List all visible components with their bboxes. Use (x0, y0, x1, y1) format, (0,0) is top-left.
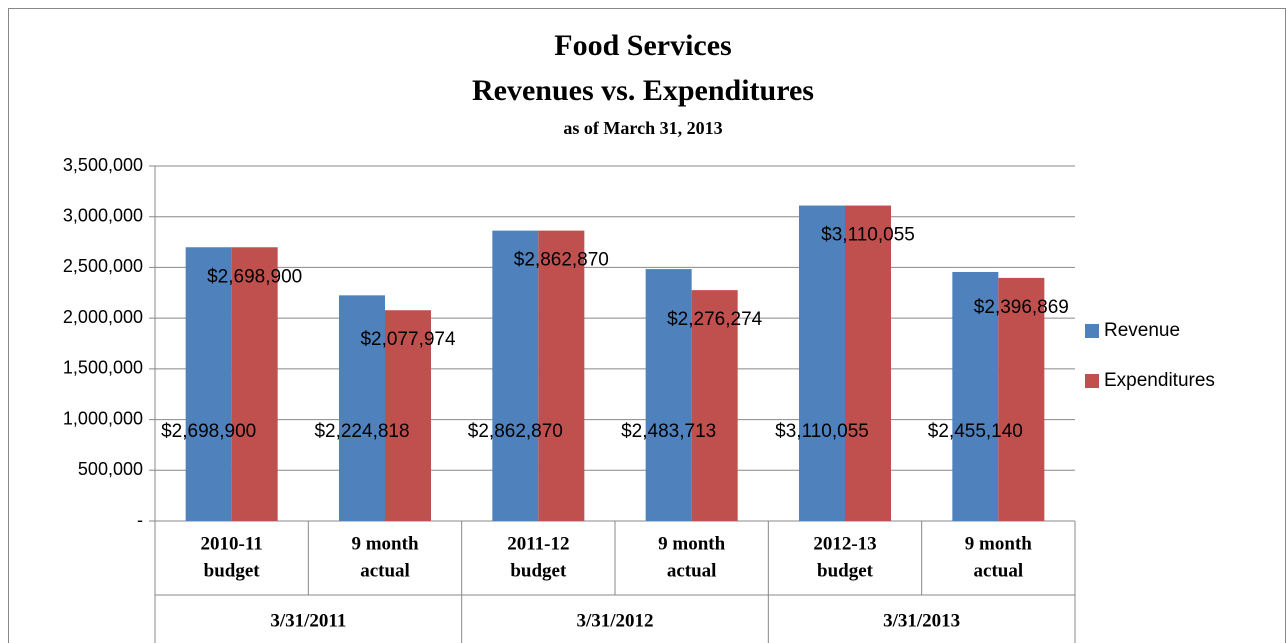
x-tick-label: actual (360, 560, 410, 581)
data-label: $2,483,713 (621, 421, 716, 442)
x-tick-label: actual (974, 560, 1024, 581)
bar (339, 295, 385, 521)
data-label: $2,455,140 (928, 421, 1023, 442)
group-label: 3/31/2011 (270, 610, 346, 631)
bar (185, 247, 232, 521)
bar (385, 310, 431, 521)
x-tick-label: 9 month (965, 533, 1032, 554)
data-label: $2,224,818 (314, 421, 409, 442)
legend-label: Revenue (1104, 320, 1180, 341)
data-label: $2,698,900 (207, 266, 302, 287)
data-label: $2,276,274 (667, 309, 763, 330)
x-tick-label: 2012-13 (813, 533, 876, 554)
data-label: $3,110,055 (775, 421, 869, 442)
data-label: $2,862,870 (514, 250, 609, 271)
bar (691, 290, 738, 521)
bar (538, 230, 585, 522)
data-label: $3,110,055 (821, 225, 915, 246)
group-label: 3/31/2012 (576, 610, 653, 631)
data-label: $2,862,870 (468, 421, 563, 442)
bar (998, 277, 1045, 521)
y-tick-label: 2,500,000 (63, 256, 143, 276)
x-tick-label: 9 month (658, 533, 725, 554)
bar (845, 205, 891, 521)
bar (799, 205, 845, 521)
y-tick-label: 3,000,000 (63, 205, 143, 225)
data-label: $2,077,974 (360, 329, 456, 350)
x-tick-label: actual (667, 560, 717, 581)
y-tick-label: 3,500,000 (63, 155, 143, 175)
chart-title: Revenues vs. Expenditures (472, 74, 814, 107)
bar (645, 269, 692, 521)
x-tick-label: 2011-12 (507, 533, 569, 554)
y-tick-label: 500,000 (78, 459, 143, 479)
x-tick-label: budget (510, 560, 567, 581)
legend-label: Expenditures (1104, 370, 1215, 391)
x-tick-label: 9 month (351, 533, 418, 554)
bar (492, 230, 539, 522)
group-label: 3/31/2013 (883, 610, 960, 631)
bar (952, 271, 999, 521)
y-tick-label: 1,000,000 (63, 408, 143, 428)
data-label: $2,396,869 (974, 297, 1069, 318)
data-label: $2,698,900 (161, 421, 256, 442)
x-tick-label: budget (817, 560, 874, 581)
bar (231, 247, 278, 521)
legend-swatch (1085, 324, 1099, 338)
x-tick-label: budget (204, 560, 261, 581)
legend-swatch (1085, 374, 1099, 388)
chart-subtitle: as of March 31, 2013 (563, 118, 722, 138)
x-tick-label: 2010-11 (201, 533, 263, 554)
y-tick-label: 2,000,000 (63, 307, 143, 327)
y-tick-label: 1,500,000 (63, 358, 143, 378)
y-tick-label: - (137, 510, 143, 530)
chart-title: Food Services (554, 29, 731, 62)
